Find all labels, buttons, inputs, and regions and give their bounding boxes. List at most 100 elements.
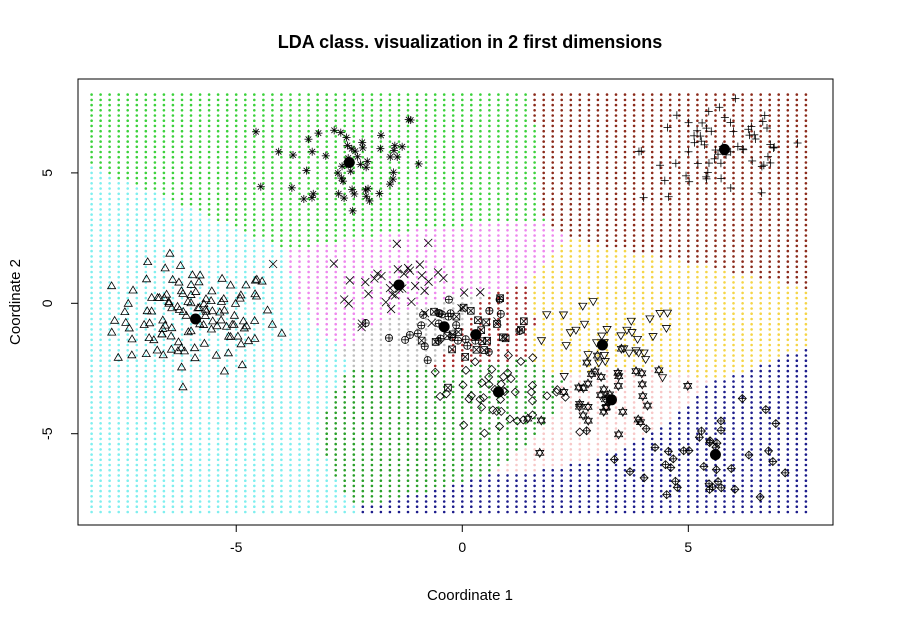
region-grid-dot <box>207 307 211 310</box>
region-grid-dot <box>451 234 455 237</box>
region-grid-dot <box>162 155 166 159</box>
region-grid-dot <box>587 302 591 305</box>
region-grid-dot <box>352 281 356 284</box>
region-grid-dot <box>596 286 600 290</box>
region-grid-dot <box>352 322 356 326</box>
region-grid-dot <box>614 270 618 274</box>
region-grid-dot <box>244 109 247 112</box>
region-grid-dot <box>307 119 310 122</box>
region-grid-dot <box>614 468 618 472</box>
region-grid-dot <box>316 218 319 222</box>
region-grid-dot <box>126 249 129 253</box>
region-grid-dot <box>488 93 491 96</box>
region-grid-dot <box>370 317 374 321</box>
region-grid-dot <box>307 155 310 159</box>
region-grid-dot <box>271 109 274 112</box>
region-grid-dot <box>289 401 292 404</box>
region-grid-dot <box>99 395 102 399</box>
region-grid-dot <box>90 93 93 96</box>
region-grid-dot <box>587 338 591 342</box>
region-grid-dot <box>542 432 545 436</box>
region-grid-dot <box>352 401 356 404</box>
region-grid-dot <box>569 124 573 128</box>
region-grid-dot <box>244 359 247 363</box>
region-grid-dot <box>406 145 410 149</box>
region-grid-dot <box>126 109 129 112</box>
region-grid-dot <box>388 244 392 248</box>
region-grid-dot <box>388 489 392 493</box>
region-grid-dot <box>569 171 573 175</box>
region-grid-dot <box>442 489 446 493</box>
region-grid-dot <box>153 150 157 154</box>
region-grid-dot <box>253 119 256 122</box>
region-grid-dot <box>334 437 338 441</box>
region-grid-dot <box>298 171 301 175</box>
region-grid-dot <box>461 192 464 196</box>
region-grid-dot <box>578 317 582 321</box>
region-grid-dot <box>488 171 491 175</box>
region-grid-dot <box>162 98 166 102</box>
region-grid-dot <box>198 187 202 190</box>
region-grid-dot <box>497 354 500 357</box>
region-grid-dot <box>587 333 591 336</box>
region-grid-dot <box>379 349 383 352</box>
region-grid-dot <box>515 291 518 295</box>
region-grid-dot <box>289 197 292 201</box>
region-grid-dot <box>334 505 338 509</box>
region-grid-dot <box>451 176 455 180</box>
region-grid-dot <box>298 223 301 227</box>
region-grid-dot <box>388 422 392 425</box>
region-grid-dot <box>533 505 536 509</box>
region-grid-dot <box>515 260 518 263</box>
region-grid-dot <box>352 328 356 331</box>
region-grid-dot <box>533 406 536 409</box>
region-grid-dot <box>406 124 410 128</box>
region-grid-dot <box>198 265 202 269</box>
region-grid-dot <box>623 296 627 300</box>
region-grid-dot <box>560 479 563 483</box>
region-grid-dot <box>316 401 319 404</box>
region-grid-dot <box>135 474 139 477</box>
region-grid-dot <box>262 218 265 222</box>
region-grid-dot <box>497 343 500 347</box>
region-grid-dot <box>424 489 428 493</box>
region-grid-dot <box>171 510 175 514</box>
region-grid-column <box>189 93 193 514</box>
region-grid-dot <box>578 468 582 472</box>
region-grid-dot <box>135 458 139 462</box>
region-grid-dot <box>524 307 527 310</box>
region-grid-dot <box>433 416 437 420</box>
region-grid-dot <box>470 197 473 201</box>
region-grid-dot <box>298 484 301 488</box>
region-grid-dot <box>316 223 319 227</box>
region-grid-dot <box>388 395 392 399</box>
region-grid-dot <box>433 458 437 462</box>
region-grid-dot <box>280 354 283 357</box>
region-grid-dot <box>451 114 455 117</box>
region-grid-dot <box>569 411 573 415</box>
region-grid-dot <box>605 484 609 488</box>
region-grid-dot <box>262 234 265 237</box>
region-grid-dot <box>524 500 527 503</box>
region-grid-dot <box>560 354 563 357</box>
region-grid-dot <box>271 302 274 305</box>
region-grid-dot <box>361 302 365 305</box>
region-grid-dot <box>216 98 220 102</box>
region-grid-dot <box>135 244 139 248</box>
region-grid-dot <box>397 354 401 357</box>
region-grid-dot <box>533 427 536 430</box>
region-grid-dot <box>234 406 238 409</box>
region-grid-dot <box>289 109 292 112</box>
region-grid-dot <box>470 98 473 102</box>
region-grid-dot <box>388 406 392 409</box>
region-grid-dot <box>578 432 582 436</box>
region-grid-dot <box>117 93 120 96</box>
region-grid-dot <box>451 275 455 279</box>
region-grid-dot <box>307 192 310 196</box>
region-grid-dot <box>424 369 428 373</box>
region-grid-dot <box>180 265 184 269</box>
region-grid-dot <box>515 495 518 498</box>
region-grid-dot <box>488 223 491 227</box>
region-grid-dot <box>424 98 428 102</box>
region-grid-dot <box>135 98 139 102</box>
